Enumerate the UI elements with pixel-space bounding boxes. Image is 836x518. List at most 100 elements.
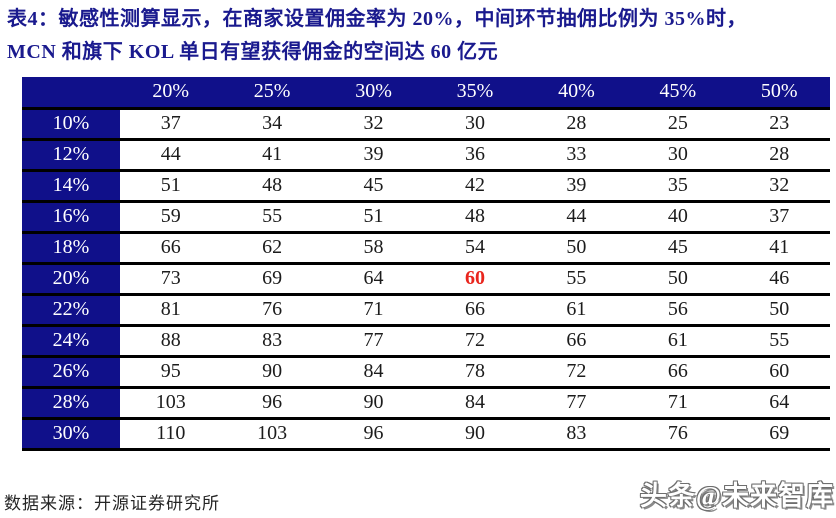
value-cell: 61 — [525, 294, 628, 327]
table-title-line1: 表4：敏感性测算显示，在商家设置佣金率为 20%，中间环节抽佣比例为 35%时， — [7, 8, 747, 30]
value-cell: 64 — [322, 263, 425, 296]
value-cell: 69 — [221, 263, 323, 296]
value-cell: 69 — [728, 418, 830, 451]
value-cell: 55 — [525, 263, 628, 296]
value-cell: 72 — [525, 356, 628, 389]
table-row: 10% 37 34 32 30 28 25 23 — [22, 108, 830, 141]
value-cell: 40 — [627, 201, 729, 234]
value-cell: 44 — [525, 201, 628, 234]
value-cell: 34 — [221, 108, 323, 141]
value-cell: 33 — [525, 139, 628, 172]
column-header: 25% — [221, 77, 323, 110]
value-cell: 41 — [221, 139, 323, 172]
value-cell: 62 — [221, 232, 323, 265]
row-header: 30% — [22, 418, 120, 451]
value-cell: 41 — [728, 232, 830, 265]
row-header: 20% — [22, 263, 120, 296]
column-header: 50% — [728, 77, 830, 110]
table-title: 表4：敏感性测算显示，在商家设置佣金率为 20%，中间环节抽佣比例为 35%时，… — [7, 3, 832, 69]
value-cell: 54 — [424, 232, 526, 265]
table-row: 18% 66 62 58 54 50 45 41 — [22, 232, 830, 265]
value-cell: 71 — [627, 387, 729, 420]
row-header: 28% — [22, 387, 120, 420]
table-row: 24% 88 83 77 72 66 61 55 — [22, 325, 830, 358]
value-cell: 50 — [525, 232, 628, 265]
table-row: 22% 81 76 71 66 61 56 50 — [22, 294, 830, 327]
row-header: 16% — [22, 201, 120, 234]
column-header: 30% — [322, 77, 425, 110]
value-cell: 77 — [322, 325, 425, 358]
column-header: 20% — [120, 77, 222, 110]
table-row: 14% 51 48 45 42 39 35 32 — [22, 170, 830, 203]
value-cell: 37 — [120, 108, 222, 141]
value-cell: 32 — [322, 108, 425, 141]
value-cell: 95 — [120, 356, 222, 389]
value-cell: 44 — [120, 139, 222, 172]
value-cell: 45 — [322, 170, 425, 203]
value-cell: 90 — [322, 387, 425, 420]
value-cell: 36 — [424, 139, 526, 172]
value-cell: 83 — [221, 325, 323, 358]
value-cell: 28 — [728, 139, 830, 172]
value-cell: 84 — [322, 356, 425, 389]
value-cell: 110 — [120, 418, 222, 451]
table-row: 20% 73 69 64 60 55 50 46 — [22, 263, 830, 296]
value-cell: 64 — [728, 387, 830, 420]
value-cell: 50 — [627, 263, 729, 296]
value-cell: 76 — [627, 418, 729, 451]
column-header: 40% — [525, 77, 628, 110]
value-cell: 50 — [728, 294, 830, 327]
value-cell: 66 — [424, 294, 526, 327]
value-cell: 103 — [120, 387, 222, 420]
table-title-line2: MCN 和旗下 KOL 单日有望获得佣金的空间达 60 亿元 — [7, 41, 499, 63]
value-cell: 37 — [728, 201, 830, 234]
row-header: 10% — [22, 108, 120, 141]
value-cell: 77 — [525, 387, 628, 420]
column-header-row: 20% 25% 30% 35% 40% 45% 50% — [22, 77, 830, 110]
table-row: 26% 95 90 84 78 72 66 60 — [22, 356, 830, 389]
value-cell: 51 — [120, 170, 222, 203]
value-cell: 48 — [424, 201, 526, 234]
value-cell: 30 — [424, 108, 526, 141]
value-cell: 60 — [728, 356, 830, 389]
data-source-note: 数据来源：开源证券研究所 — [4, 494, 220, 513]
table-row: 30% 110 103 96 90 83 76 69 — [22, 418, 830, 451]
value-cell: 76 — [221, 294, 323, 327]
value-cell: 96 — [221, 387, 323, 420]
value-cell: 30 — [627, 139, 729, 172]
value-cell: 90 — [221, 356, 323, 389]
value-cell: 66 — [627, 356, 729, 389]
row-header: 24% — [22, 325, 120, 358]
watermark: 头条@未来智库 — [639, 481, 834, 511]
value-cell: 58 — [322, 232, 425, 265]
value-cell: 96 — [322, 418, 425, 451]
value-cell: 66 — [120, 232, 222, 265]
column-header: 35% — [424, 77, 526, 110]
value-cell: 51 — [322, 201, 425, 234]
value-cell: 103 — [221, 418, 323, 451]
value-cell: 71 — [322, 294, 425, 327]
row-header: 22% — [22, 294, 120, 327]
value-cell: 72 — [424, 325, 526, 358]
value-cell: 84 — [424, 387, 526, 420]
row-header: 26% — [22, 356, 120, 389]
column-header: 45% — [627, 77, 729, 110]
value-cell: 23 — [728, 108, 830, 141]
value-cell: 39 — [322, 139, 425, 172]
value-cell: 61 — [627, 325, 729, 358]
value-cell: 66 — [525, 325, 628, 358]
value-cell: 73 — [120, 263, 222, 296]
value-cell: 46 — [728, 263, 830, 296]
value-cell: 55 — [728, 325, 830, 358]
value-cell: 88 — [120, 325, 222, 358]
value-cell: 25 — [627, 108, 729, 141]
value-cell: 59 — [120, 201, 222, 234]
value-cell: 55 — [221, 201, 323, 234]
row-header: 14% — [22, 170, 120, 203]
table-row: 12% 44 41 39 36 33 30 28 — [22, 139, 830, 172]
table-row: 28% 103 96 90 84 77 71 64 — [22, 387, 830, 420]
value-cell: 48 — [221, 170, 323, 203]
row-header: 18% — [22, 232, 120, 265]
table-row: 16% 59 55 51 48 44 40 37 — [22, 201, 830, 234]
